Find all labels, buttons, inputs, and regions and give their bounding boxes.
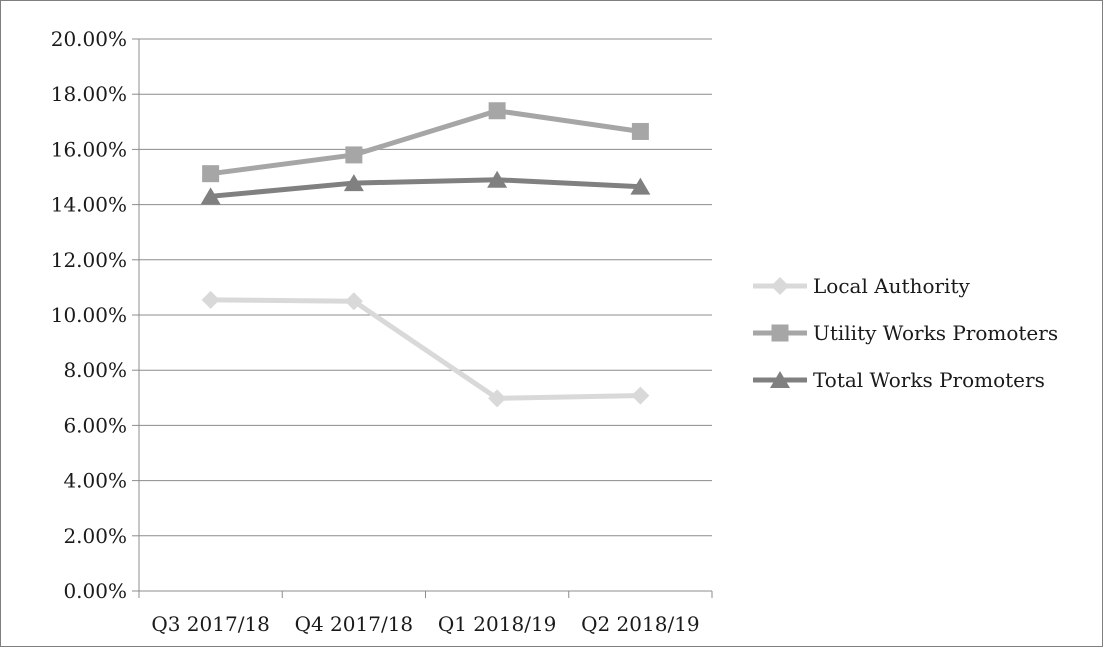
data-point <box>201 290 220 309</box>
x-tick-label: Q4 2017/18 <box>295 612 414 636</box>
x-tick-label: Q3 2017/18 <box>151 612 270 636</box>
y-tick-label: 4.00% <box>63 469 127 493</box>
series-group <box>200 102 651 408</box>
series-local-authority <box>201 290 650 408</box>
data-point <box>630 177 651 195</box>
legend-label: Total Works Promoters <box>813 368 1045 392</box>
y-tick-label: 14.00% <box>51 193 127 217</box>
y-tick-label: 16.00% <box>51 137 127 161</box>
series-total-works-promoters <box>200 170 651 205</box>
x-tick-label: Q2 2018/19 <box>581 612 700 636</box>
legend-marker <box>770 371 790 388</box>
legend-label: Utility Works Promoters <box>813 321 1058 345</box>
y-tick-label: 2.00% <box>63 524 127 548</box>
data-point <box>345 146 363 164</box>
legend-marker <box>771 324 789 342</box>
axes: 0.00% 2.00% 4.00% 6.00% 8.00% 10.00% 12.00% 14.… <box>51 27 713 636</box>
legend-label: Local Authority <box>813 274 970 298</box>
legend: Local Authority Utility Works Promoters To… <box>753 274 1058 392</box>
legend-item: Local Authority <box>753 274 970 298</box>
series-line <box>210 297 641 401</box>
series-utility-works-promoters <box>202 102 649 183</box>
data-point <box>487 170 508 188</box>
y-tick-label: 10.00% <box>51 303 127 327</box>
series-line <box>210 108 641 177</box>
data-point <box>488 102 506 120</box>
data-point <box>200 187 221 205</box>
data-point <box>631 386 650 405</box>
data-point <box>631 122 649 140</box>
series-line <box>210 177 641 199</box>
legend-item: Total Works Promoters <box>753 368 1045 392</box>
x-tick-label: Q1 2018/19 <box>438 612 557 636</box>
y-tick-label: 18.00% <box>51 82 127 106</box>
legend-item: Utility Works Promoters <box>753 321 1058 345</box>
legend-marker <box>771 277 789 295</box>
data-point <box>343 174 364 192</box>
data-point <box>488 389 507 408</box>
gridlines <box>139 38 712 592</box>
data-point <box>344 292 363 311</box>
y-tick-label: 20.00% <box>51 27 127 51</box>
y-tick-label: 6.00% <box>63 413 127 437</box>
y-tick-label: 8.00% <box>63 358 127 382</box>
data-point <box>202 165 220 183</box>
y-tick-label: 12.00% <box>51 248 127 272</box>
y-tick-label: 0.00% <box>63 579 127 603</box>
